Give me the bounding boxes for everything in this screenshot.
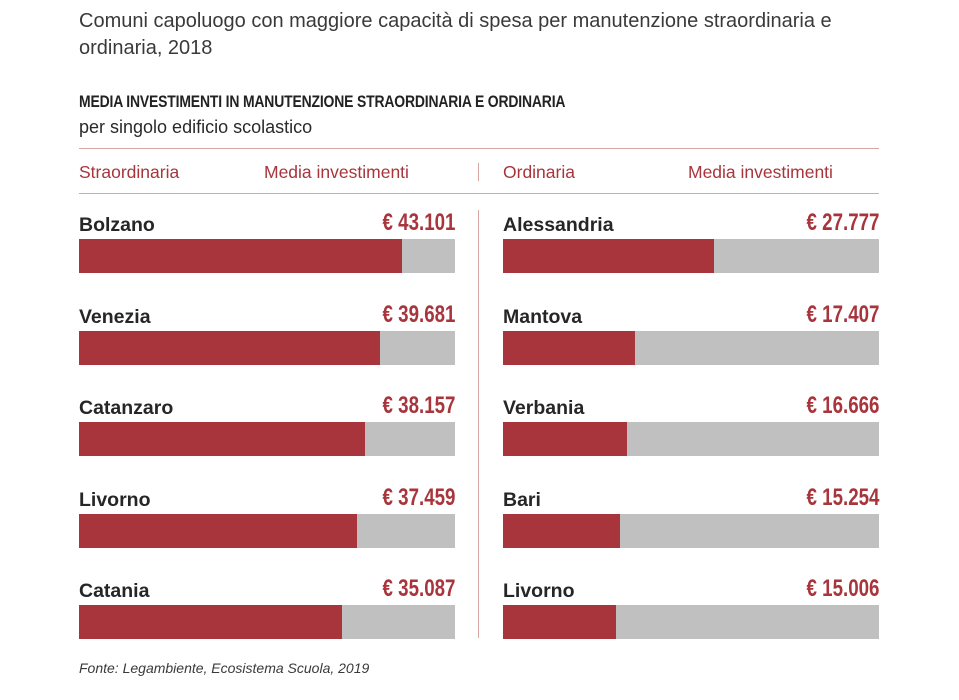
bar-track [503,605,879,639]
bar-track [79,239,455,273]
bar-track [503,330,879,365]
bar [503,330,635,365]
bar-label: Catanzaro [79,397,174,419]
bar-label: Bolzano [79,214,155,236]
header-bottom-rule [79,193,879,194]
bar-value-label: € 38.157 [382,392,455,419]
bar-track [503,239,879,273]
bar-value-label: € 16.666 [806,392,879,419]
bar-value-label: € 27.777 [806,209,879,236]
bar-value-label: € 43.101 [382,209,455,236]
bar-track [79,330,455,365]
bar [503,422,627,456]
bar-track [503,422,879,456]
bar [503,605,616,639]
source-note: Fonte: Legambiente, Ecosistema Scuola, 2… [79,660,370,676]
bar-track [503,513,879,548]
bar-track [79,605,455,639]
left-column-header: Straordinaria [79,162,180,182]
bar-value-label: € 15.006 [806,575,879,602]
panel-divider [478,210,479,638]
bar-label: Mantova [503,305,583,328]
bar-label: Verbania [503,397,585,419]
bar-value-label: € 37.459 [382,483,455,511]
bar-label: Alessandria [503,214,614,236]
bar [79,239,402,273]
right-value-header: Media investimenti [688,162,833,182]
bar-track [79,422,455,456]
bar [79,513,357,548]
left-value-header: Media investimenti [264,162,409,182]
bar-label: Catania [79,580,150,602]
bar-value-label: € 15.254 [806,483,879,511]
bar-value-label: € 39.681 [382,300,455,328]
chart-subtitle: per singolo edificio scolastico [79,117,313,137]
chart-title: MEDIA INVESTIMENTI IN MANUTENZIONE STRAO… [79,92,566,111]
bar [79,422,365,456]
bar [503,239,714,273]
bar-label: Livorno [503,580,575,602]
header-divider [478,163,479,181]
bar-label: Venezia [79,305,151,328]
bar-track [79,513,455,548]
bar [503,513,620,548]
bar [79,605,342,639]
bar-value-label: € 35.087 [382,575,455,602]
header-top-rule [79,148,879,149]
bar-label: Livorno [79,488,151,511]
page-title: Comuni capoluogo con maggiore capacità d… [79,10,832,59]
bar [79,330,380,365]
right-column-header: Ordinaria [503,162,575,182]
bar-label: Bari [503,488,541,511]
bar-value-label: € 17.407 [806,300,879,328]
